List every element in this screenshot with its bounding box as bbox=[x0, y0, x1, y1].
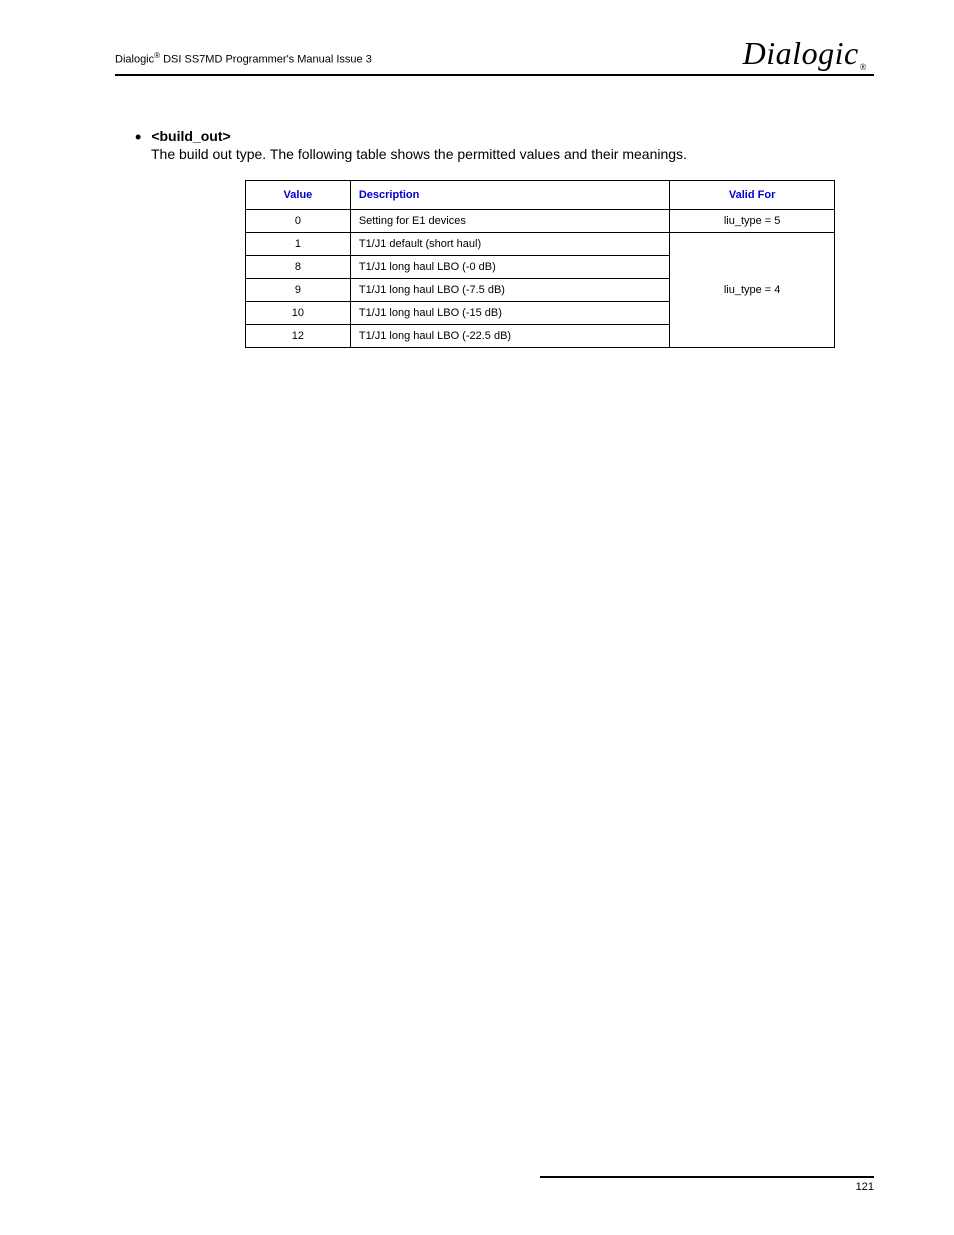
param-description: The build out type. The following table … bbox=[151, 146, 874, 162]
cell-value: 8 bbox=[246, 256, 351, 279]
cell-description: Setting for E1 devices bbox=[350, 210, 669, 233]
cell-value: 1 bbox=[246, 233, 351, 256]
content-area: • <build_out> The build out type. The fo… bbox=[115, 76, 874, 348]
cell-value: 10 bbox=[246, 302, 351, 325]
col-header-valid-for: Valid For bbox=[670, 181, 835, 210]
cell-value: 0 bbox=[246, 210, 351, 233]
cell-description: T1/J1 long haul LBO (-7.5 dB) bbox=[350, 279, 669, 302]
page-number: 121 bbox=[856, 1181, 874, 1193]
cell-value: 12 bbox=[246, 325, 351, 348]
cell-description: T1/J1 long haul LBO (-0 dB) bbox=[350, 256, 669, 279]
doc-title: Dialogic® DSI SS7MD Programmer's Manual … bbox=[115, 51, 372, 72]
col-header-value: Value bbox=[246, 181, 351, 210]
page: Dialogic® DSI SS7MD Programmer's Manual … bbox=[0, 0, 954, 1235]
values-table-wrap: Value Description Valid For 0Setting for… bbox=[245, 180, 874, 348]
table-row: 1T1/J1 default (short haul)liu_type = 4 bbox=[246, 233, 835, 256]
param-name: <build_out> bbox=[151, 128, 230, 144]
brand-logo-reg: ® bbox=[860, 62, 867, 72]
cell-value: 9 bbox=[246, 279, 351, 302]
page-header: Dialogic® DSI SS7MD Programmer's Manual … bbox=[115, 35, 874, 76]
brand-logo: Dialogic® bbox=[743, 35, 874, 72]
brand-logo-text: Dialogic bbox=[743, 35, 859, 71]
col-header-description: Description bbox=[350, 181, 669, 210]
cell-valid-for: liu_type = 4 bbox=[670, 233, 835, 348]
page-footer: 121 bbox=[540, 1176, 874, 1193]
values-table: Value Description Valid For 0Setting for… bbox=[245, 180, 835, 348]
doc-title-brand: Dialogic bbox=[115, 54, 154, 66]
bullet-icon: • bbox=[135, 128, 141, 146]
doc-title-rest: DSI SS7MD Programmer's Manual Issue 3 bbox=[160, 54, 372, 66]
table-header-row: Value Description Valid For bbox=[246, 181, 835, 210]
cell-valid-for: liu_type = 5 bbox=[670, 210, 835, 233]
table-row: 0Setting for E1 devicesliu_type = 5 bbox=[246, 210, 835, 233]
param-heading-row: • <build_out> bbox=[135, 126, 874, 144]
cell-description: T1/J1 default (short haul) bbox=[350, 233, 669, 256]
cell-description: T1/J1 long haul LBO (-22.5 dB) bbox=[350, 325, 669, 348]
table-body: 0Setting for E1 devicesliu_type = 51T1/J… bbox=[246, 210, 835, 348]
cell-description: T1/J1 long haul LBO (-15 dB) bbox=[350, 302, 669, 325]
